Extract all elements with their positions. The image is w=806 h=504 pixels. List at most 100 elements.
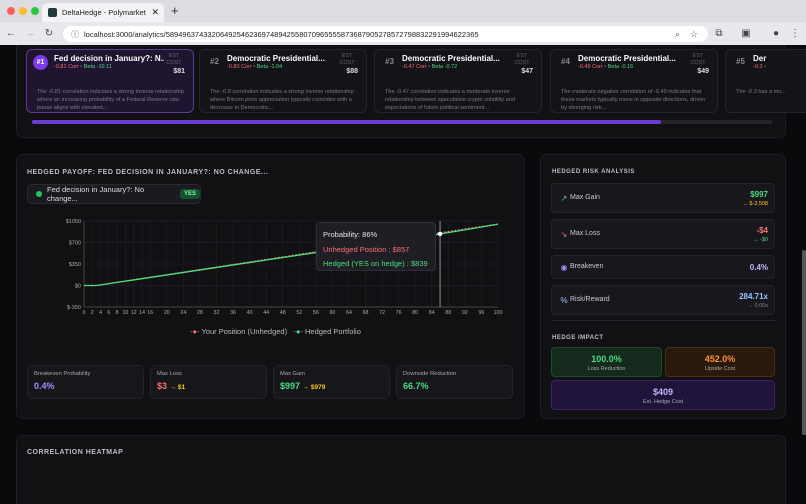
menu-kebab-icon[interactable]: ⋮ [790, 28, 800, 39]
maximize-window-button[interactable] [31, 7, 39, 15]
chart-tooltip: Probability: 86% Unhedged Position : $85… [316, 222, 436, 271]
risk-value: 0.4% [749, 263, 768, 272]
card-est-label: EST COST [166, 53, 182, 66]
favicon-icon [48, 8, 57, 17]
card-title: Democratic Presidential... [578, 54, 676, 63]
card-rank: #2 [210, 57, 219, 66]
card-beta: Beta -0.16 [607, 64, 634, 70]
page-content: #1 Fed decision in January?: N... -0.81 … [0, 45, 806, 504]
hedge-card[interactable]: #1 Fed decision in January?: N... -0.81 … [26, 49, 194, 113]
bookmark-star-icon[interactable]: ☆ [689, 28, 698, 39]
risk-icon: ↗ [560, 194, 568, 203]
heatmap-title: CORRELATION HEATMAP [27, 449, 124, 456]
reload-icon[interactable]: ↻ [44, 28, 54, 39]
loss-reduction-card: 100.0% Loss Reduction [551, 347, 662, 377]
extensions-icon[interactable]: ⧉ [715, 28, 723, 39]
hedge-card[interactable]: #3 Democratic Presidential... -0.47 Corr… [374, 49, 542, 113]
stat-card: Max Gain $997 → $979 [273, 365, 390, 399]
risk-title: HEDGED RISK ANALYSIS [552, 169, 635, 175]
url-text: localhost:3000/analytics/589496374332064… [84, 29, 479, 39]
legend-hedged: Hedged Portfolio [305, 327, 361, 336]
new-tab-button[interactable]: + [171, 3, 179, 18]
risk-icon: ↘ [560, 230, 568, 239]
upside-cost-card: 452.0% Upside Cost [665, 347, 775, 377]
risk-value: $997 [750, 190, 768, 199]
risk-icon: % [560, 296, 568, 305]
card-description: The -0.3 has a mo... [736, 89, 787, 95]
loss-reduction-value: 100.0% [591, 354, 622, 364]
card-metrics: -0.47 Corr • Beta -0.72 [402, 64, 458, 70]
risk-label: Max Gain [570, 194, 600, 201]
card-rank: #1 [33, 55, 48, 70]
upside-cost-label: Upside Cost [705, 366, 735, 372]
tab-deltahedge[interactable]: DeltaHedge - Polymarket Ana ✕ [42, 3, 164, 22]
stat-extra: → $1 [169, 384, 186, 391]
stat-label: Downside Reduction [403, 371, 457, 377]
card-corr: -0.49 Corr [578, 64, 603, 70]
legend-hedged-icon: -●- [293, 327, 303, 336]
stat-value: 66.7% [403, 381, 429, 391]
hedge-cost-value: $409 [652, 387, 674, 397]
risk-label: Breakeven [570, 263, 604, 270]
hedge-cost-label: Est. Hedge Cost [642, 399, 684, 405]
stat-card: Downside Reduction 66.7% [396, 365, 513, 399]
progress-fill [32, 120, 661, 124]
page-scrollbar[interactable] [802, 250, 806, 435]
stat-card: Max Loss $3 → $1 [150, 365, 267, 399]
stat-value: 0.4% [34, 381, 55, 391]
card-est-label: EST COST [339, 53, 355, 66]
back-icon[interactable]: ← [6, 28, 16, 39]
profile-avatar-icon[interactable]: ● [772, 28, 780, 39]
tooltip-hedged: Hedged (YES on hedge) : $839 [323, 259, 428, 268]
card-metrics: -0.3 • [753, 64, 766, 70]
risk-label: Risk/Reward [570, 296, 610, 303]
tab-strip [0, 0, 806, 22]
market-chip[interactable]: Fed decision in January?: No change... Y… [27, 184, 201, 204]
card-rank: #5 [736, 57, 745, 66]
stat-card: Breakeven Probability 0.4% [27, 365, 144, 399]
stat-extra: → $979 [302, 384, 326, 391]
tooltip-unhedged: Unhedged Position : $857 [323, 244, 410, 254]
card-title: Democratic Presidential... [227, 54, 325, 63]
card-description: The moderate negative correlation of -0.… [561, 89, 706, 111]
info-icon: ⓘ [71, 29, 79, 39]
card-description: The -0.8 correlation indicates a strong … [210, 89, 354, 111]
stat-label: Max Loss [157, 371, 182, 377]
close-tab-icon[interactable]: ✕ [151, 7, 159, 17]
hedge-cards-panel: #1 Fed decision in January?: N... -0.81 … [16, 45, 806, 138]
side-panel-icon[interactable]: ▣ [741, 28, 751, 39]
hedge-card[interactable]: #2 Democratic Presidential... -0.80 Corr… [199, 49, 367, 113]
risk-value: 284.71x [739, 292, 768, 301]
card-description: The -0.47 correlation indicates a modera… [385, 89, 515, 111]
impact-title: HEDGE IMPACT [552, 335, 604, 341]
risk-icon: ◉ [560, 263, 568, 272]
stat-label: Max Gain [280, 371, 305, 377]
card-metrics: -0.49 Corr • Beta -0.16 [578, 64, 634, 70]
card-rank: #3 [385, 57, 394, 66]
market-chip-label: Fed decision in January?: No change... [47, 185, 145, 203]
address-bar[interactable]: ⓘ localhost:3000/analytics/5894963743320… [63, 26, 708, 42]
card-corr: -0.3 [753, 64, 763, 70]
hedge-card[interactable]: #5 Der -0.3 • The -0.3 has a mo... [725, 49, 806, 113]
risk-sub-value: → -$0 [753, 237, 768, 243]
risk-row: ◉ Breakeven 0.4% [551, 255, 775, 279]
card-est-label: EST COST [690, 53, 706, 66]
card-beta: Beta -0.72 [431, 64, 458, 70]
card-corr: -0.81 Corr [54, 64, 79, 70]
tab-title: DeltaHedge - Polymarket Ana [62, 8, 146, 17]
zoom-icon[interactable]: ⌕ [674, 28, 680, 39]
close-window-button[interactable] [7, 7, 15, 15]
risk-row: % Risk/Reward 284.71x → 0.00x [551, 285, 775, 315]
correlation-heatmap-panel: CORRELATION HEATMAP [16, 435, 786, 504]
payoff-title: HEDGED PAYOFF: FED DECISION IN JANUARY?:… [27, 169, 269, 176]
stat-value: $3 [157, 381, 168, 391]
cards-scroll-progress[interactable] [32, 120, 772, 124]
card-title: Der [753, 54, 767, 63]
hedge-card[interactable]: #4 Democratic Presidential... -0.49 Corr… [550, 49, 718, 113]
legend-unhedged: Your Position (Unhedged) [201, 327, 288, 336]
card-metrics: -0.80 Corr • Beta -1.04 [227, 64, 283, 70]
forward-icon[interactable]: → [25, 28, 35, 39]
minimize-window-button[interactable] [19, 7, 27, 15]
card-description: The -0.81 correlation indicates a strong… [37, 89, 184, 111]
stat-label: Breakeven Probability [34, 371, 91, 377]
